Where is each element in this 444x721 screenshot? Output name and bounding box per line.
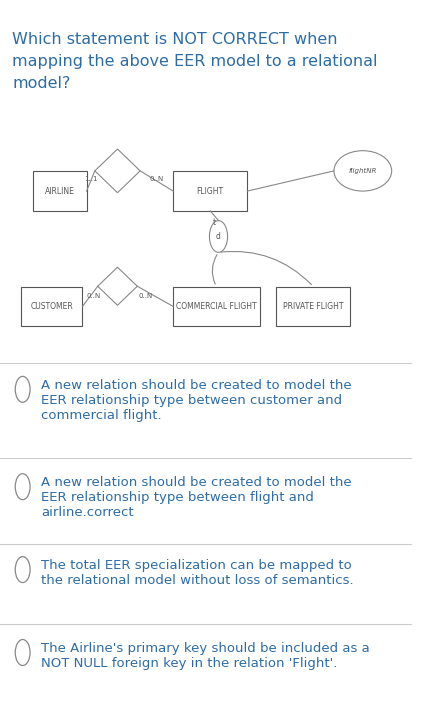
Text: CUSTOMER: CUSTOMER	[30, 302, 73, 311]
Text: A new relation should be created to model the
EER relationship type between flig: A new relation should be created to mode…	[41, 476, 352, 519]
Text: mapping the above EER model to a relational: mapping the above EER model to a relatio…	[12, 54, 378, 69]
Text: d: d	[216, 232, 221, 241]
Text: COMMERCIAL FLIGHT: COMMERCIAL FLIGHT	[176, 302, 257, 311]
Text: model?: model?	[12, 76, 71, 91]
Text: The Airline's primary key should be included as a
NOT NULL foreign key in the re: The Airline's primary key should be incl…	[41, 642, 370, 670]
Text: PRIVATE FLIGHT: PRIVATE FLIGHT	[283, 302, 344, 311]
Text: Which statement is NOT CORRECT when: Which statement is NOT CORRECT when	[12, 32, 338, 48]
Text: 0..N: 0..N	[150, 177, 164, 182]
Text: flightNR: flightNR	[349, 168, 377, 174]
FancyBboxPatch shape	[20, 286, 83, 326]
Text: FLIGHT: FLIGHT	[197, 187, 224, 195]
Text: 0..N: 0..N	[87, 293, 101, 299]
Text: A new relation should be created to model the
EER relationship type between cust: A new relation should be created to mode…	[41, 379, 352, 422]
Text: The total EER specialization can be mapped to
the relational model without loss : The total EER specialization can be mapp…	[41, 559, 354, 587]
Text: t: t	[213, 218, 216, 227]
Text: AIRLINE: AIRLINE	[45, 187, 75, 195]
Text: 1..1: 1..1	[84, 177, 97, 182]
Text: 0..N: 0..N	[138, 293, 152, 299]
FancyBboxPatch shape	[33, 171, 87, 211]
FancyBboxPatch shape	[173, 171, 247, 211]
FancyBboxPatch shape	[173, 286, 260, 326]
FancyBboxPatch shape	[276, 286, 350, 326]
